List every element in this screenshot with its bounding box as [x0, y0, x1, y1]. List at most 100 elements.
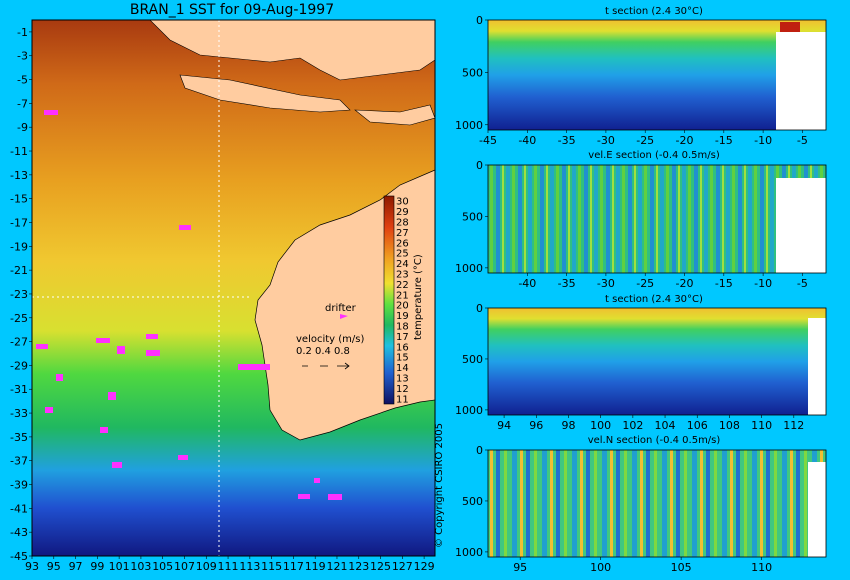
panel4-title: vel.N section (-0.4 0.5m/s) — [588, 435, 721, 446]
x-tick-label: 129 — [414, 560, 435, 573]
velocity-arrow-icon — [302, 362, 350, 370]
velocity-legend-value: 0.4 — [315, 346, 331, 357]
y-tick-label: 0 — [476, 302, 483, 315]
x-tick-label: -5 — [797, 134, 808, 147]
y-tick-label: -3 — [17, 50, 28, 63]
y-tick-label: -15 — [10, 193, 28, 206]
land-java — [179, 74, 351, 113]
drifter — [179, 225, 191, 230]
y-tick-label: 0 — [476, 159, 483, 172]
x-tick-label: 113 — [239, 560, 260, 573]
drifter — [314, 478, 320, 483]
drifter — [146, 334, 158, 339]
y-tick-label: 500 — [462, 210, 483, 223]
x-tick-label: 119 — [305, 560, 326, 573]
colorbar-tick-label: 29 — [396, 207, 409, 218]
y-tick-label: -9 — [17, 121, 28, 134]
y-tick-label: -11 — [10, 145, 28, 158]
y-tick-label: -19 — [10, 240, 28, 253]
panel3-land — [808, 318, 826, 415]
x-tick-label: 100 — [590, 419, 611, 432]
panel3-field — [488, 308, 826, 415]
x-tick-label: -45 — [479, 134, 497, 147]
x-tick-label: 100 — [590, 561, 611, 574]
panel1-frame — [487, 19, 827, 131]
panel3-title: t section (2.4 30°C) — [605, 294, 703, 305]
panel2-land — [776, 178, 826, 273]
x-tick-label: 95 — [513, 561, 527, 574]
x-tick-label: 94 — [497, 419, 511, 432]
x-tick-label: -25 — [636, 277, 654, 290]
drifter — [117, 346, 125, 354]
x-tick-label: 101 — [109, 560, 130, 573]
x-tick-label: 110 — [751, 419, 772, 432]
panel1-field — [488, 20, 826, 130]
colorbar-tick-label: 21 — [396, 290, 409, 301]
y-tick-label: -45 — [10, 550, 28, 563]
y-tick-label: -7 — [17, 97, 28, 110]
colorbar-tick-label: 13 — [396, 374, 409, 385]
drifter — [96, 338, 110, 343]
colorbar-tick-label: 16 — [396, 342, 409, 353]
drifter — [45, 407, 53, 413]
colorbar-tick-label: 30 — [396, 197, 409, 208]
x-tick-label: 105 — [152, 560, 173, 573]
panel4-ticks: 95 100 105 110 0 500 1000 — [455, 444, 772, 574]
y-tick-label: 0 — [476, 444, 483, 457]
drifter-legend-label: drifter — [325, 303, 357, 314]
y-tick-label: -13 — [10, 169, 28, 182]
x-tick-label: 102 — [622, 419, 643, 432]
x-tick-label: -15 — [715, 134, 733, 147]
drifter — [44, 110, 58, 115]
x-tick-label: 125 — [370, 560, 391, 573]
drifter — [146, 350, 160, 356]
colorbar-tick-label: 19 — [396, 311, 409, 322]
y-tick-label: -1 — [17, 26, 28, 39]
map-y-ticks: -1 -3 -5 -7 -9 -11 -13 -15 -17 -19 -21 -23 -25 -27 -29… — [10, 26, 32, 563]
y-tick-label: 500 — [462, 353, 483, 366]
y-tick-label: 500 — [462, 495, 483, 508]
x-tick-label: -35 — [558, 134, 576, 147]
x-tick-label: -20 — [676, 277, 694, 290]
t-section-lon — [487, 307, 827, 416]
y-tick-label: -25 — [10, 312, 28, 325]
x-tick-label: -10 — [754, 277, 772, 290]
colorbar-tick-label: 24 — [396, 259, 409, 270]
x-tick-label: 97 — [69, 560, 83, 573]
x-tick-label: 105 — [671, 561, 692, 574]
y-tick-label: -5 — [17, 74, 28, 87]
y-tick-label: -23 — [10, 288, 28, 301]
x-tick-label: 123 — [348, 560, 369, 573]
vel-n-section — [487, 449, 827, 558]
x-tick-label: -40 — [518, 134, 536, 147]
x-tick-label: -30 — [597, 277, 615, 290]
x-tick-label: 99 — [90, 560, 104, 573]
colorbar-tick-label: 11 — [396, 394, 409, 405]
map-frame — [31, 19, 436, 557]
y-tick-label: 500 — [462, 66, 483, 79]
x-tick-label: -20 — [676, 134, 694, 147]
x-tick-label: -10 — [754, 134, 772, 147]
panel1-title: t section (2.4 30°C) — [605, 6, 703, 17]
x-tick-label: 96 — [529, 419, 543, 432]
panel1-ticks: -45 -40 -35 -30 -25 -20 -15 -10 -5 0 500 1000 — [455, 14, 808, 147]
drifter — [178, 455, 188, 460]
y-tick-label: 1000 — [455, 404, 483, 417]
y-tick-label: 1000 — [455, 546, 483, 559]
y-tick-label: 1000 — [455, 262, 483, 275]
panel2-field — [488, 165, 826, 273]
panel2-title: vel.E section (-0.4 0.5m/s) — [588, 150, 720, 161]
colorbar-tick-label: 18 — [396, 322, 409, 333]
panel2-frame — [487, 164, 827, 274]
drifter — [36, 344, 48, 349]
x-tick-label: 111 — [218, 560, 239, 573]
x-tick-label: 108 — [719, 419, 740, 432]
y-tick-label: -27 — [10, 336, 28, 349]
colorbar-tick-label: 14 — [396, 363, 409, 374]
x-tick-label: -40 — [518, 277, 536, 290]
y-tick-label: -17 — [10, 216, 28, 229]
panel4-field — [488, 450, 826, 557]
colorbar-label: temperature (°C) — [413, 254, 424, 340]
velocity-legend-label: velocity (m/s) — [296, 334, 364, 345]
